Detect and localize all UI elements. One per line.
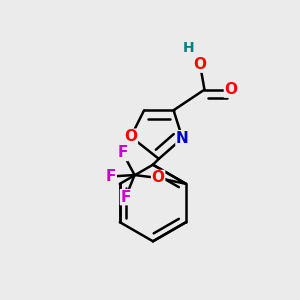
Text: O: O bbox=[224, 82, 238, 97]
Text: F: F bbox=[118, 146, 128, 160]
Text: F: F bbox=[121, 190, 131, 205]
Text: O: O bbox=[124, 129, 137, 144]
Text: N: N bbox=[176, 131, 189, 146]
Text: F: F bbox=[106, 169, 116, 184]
Text: O: O bbox=[194, 57, 207, 72]
Text: H: H bbox=[182, 41, 194, 56]
Text: O: O bbox=[152, 170, 165, 185]
